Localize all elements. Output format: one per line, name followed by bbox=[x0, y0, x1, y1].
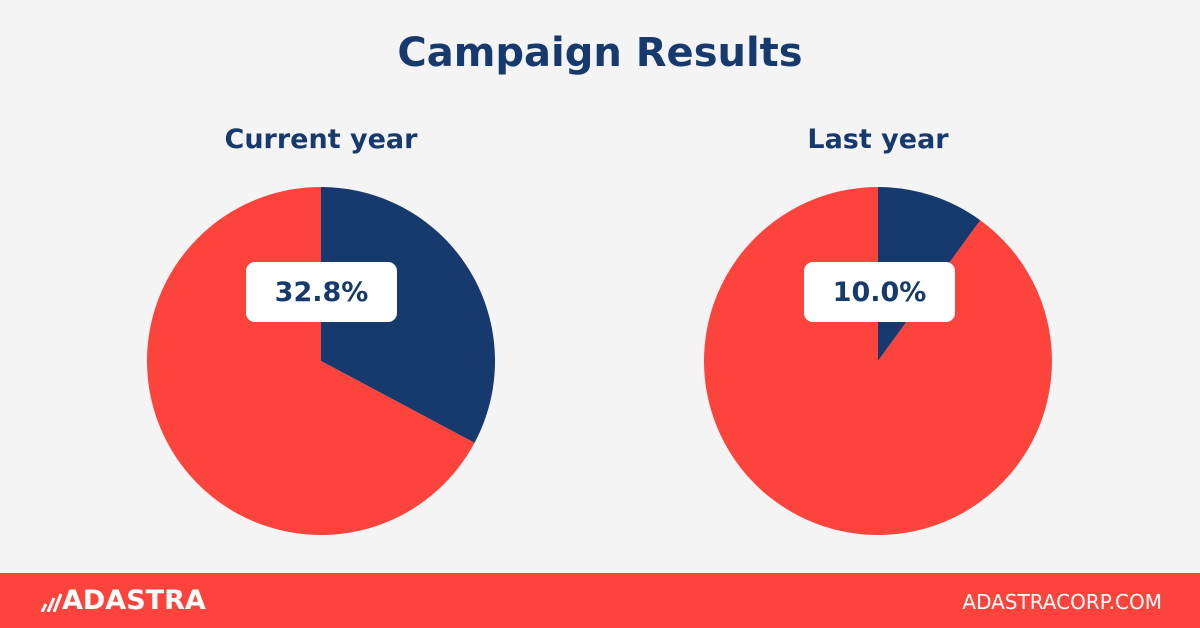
pie-slice-0-0 bbox=[321, 187, 495, 443]
footer: ADASTRA ADASTRACORP.COM bbox=[0, 573, 1200, 628]
data-label-current: 32.8% bbox=[246, 262, 397, 322]
logo-slashes-icon bbox=[40, 592, 62, 612]
page-title: Campaign Results bbox=[397, 30, 803, 76]
pie-slice-0-1 bbox=[146, 187, 475, 535]
adastra-logo: ADASTRA bbox=[40, 585, 206, 616]
pie-slice-1-1 bbox=[703, 187, 1052, 535]
data-label-last: 10.0% bbox=[804, 262, 955, 322]
logo-text: ADASTRA bbox=[62, 585, 206, 616]
chart-title-last: Last year bbox=[807, 124, 949, 155]
website-link[interactable]: ADASTRACORP.COM bbox=[962, 590, 1162, 614]
chart-title-current: Current year bbox=[224, 124, 418, 155]
